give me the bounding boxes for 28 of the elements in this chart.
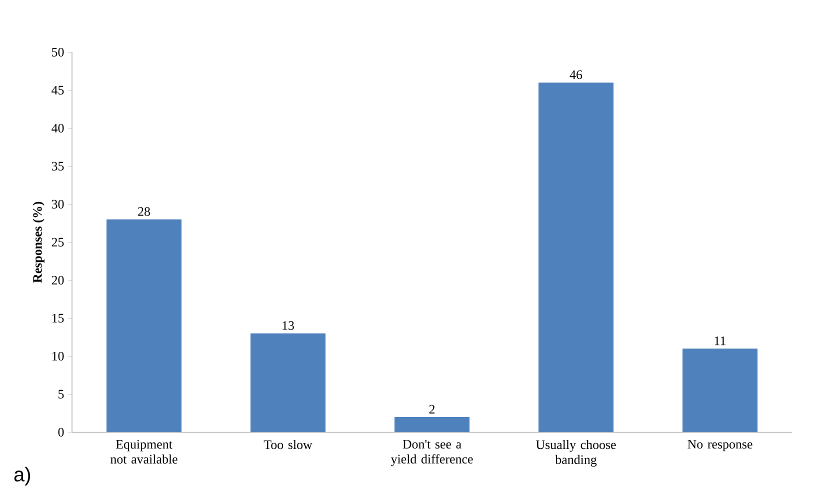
text: a): [14, 466, 30, 486]
y-tick-label: 15: [52, 314, 64, 323]
bar: [538, 82, 614, 432]
y-tick-label: 10: [52, 352, 64, 361]
x-tick-label: No response: [688, 440, 752, 452]
y-tick-label: 30: [52, 200, 64, 209]
y-tick-label: 25: [52, 238, 64, 247]
y-tick-label: 45: [52, 86, 64, 95]
bar: [394, 416, 470, 432]
x-tick-label: Too slow: [264, 440, 312, 450]
x-tick-label: Don't see a yield difference: [390, 440, 473, 466]
bar: [250, 333, 326, 432]
data-label: 46: [570, 70, 582, 80]
data-label: 11: [714, 336, 726, 346]
x-tick-label: Equipment not available: [110, 440, 178, 464]
y-tick-label: 35: [52, 162, 64, 171]
x-tick-label: Usually choose banding: [536, 440, 616, 467]
y-tick-label: 40: [52, 124, 64, 133]
bar: [106, 219, 182, 432]
y-tick-label: 5: [58, 390, 64, 398]
data-label: 13: [282, 321, 294, 330]
bar: [682, 348, 758, 432]
data-label: 28: [138, 207, 150, 216]
data-label: 2: [429, 404, 435, 414]
y-axis-title: Responses (%): [32, 202, 44, 283]
y-tick-label: 50: [52, 48, 64, 57]
y-tick-label: 20: [52, 276, 64, 285]
y-tick-label: 0: [58, 428, 64, 437]
